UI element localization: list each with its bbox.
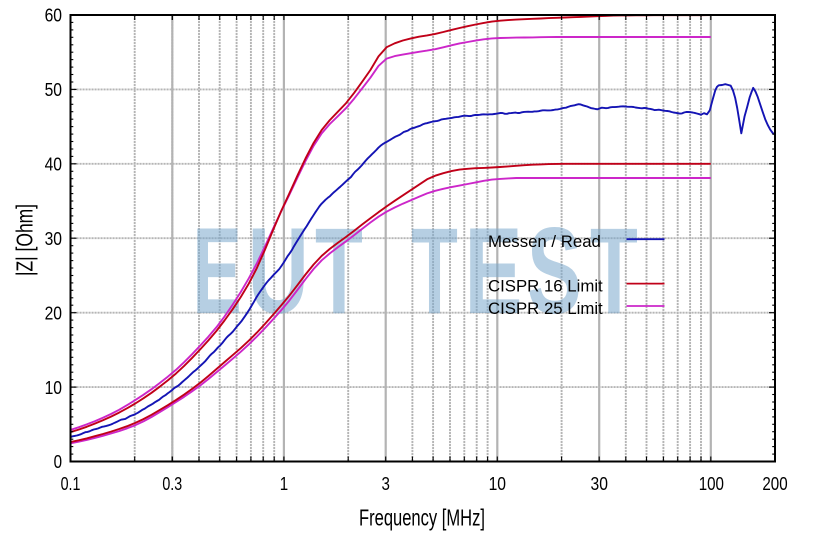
- svg-text:Frequency [MHz]: Frequency [MHz]: [359, 505, 485, 531]
- svg-text:Messen / Read: Messen / Read: [488, 232, 601, 251]
- svg-text:T: T: [315, 202, 363, 339]
- svg-text:40: 40: [45, 154, 62, 175]
- svg-text:1: 1: [280, 473, 288, 494]
- svg-text:3: 3: [382, 473, 390, 494]
- svg-text:10: 10: [489, 473, 506, 494]
- svg-text:200: 200: [762, 473, 787, 494]
- svg-text:0.1: 0.1: [61, 473, 81, 494]
- svg-text:20: 20: [45, 302, 62, 323]
- svg-text:E: E: [192, 203, 241, 340]
- svg-text:50: 50: [45, 79, 62, 100]
- svg-text:|Z| [Ohm]: |Z| [Ohm]: [12, 204, 38, 276]
- svg-text:U: U: [248, 204, 309, 340]
- svg-text:100: 100: [699, 473, 724, 494]
- svg-text:S: S: [527, 204, 582, 340]
- svg-text:CISPR 16 Limit: CISPR 16 Limit: [488, 276, 603, 295]
- svg-text:30: 30: [591, 473, 608, 494]
- svg-text:CISPR 25 Limit: CISPR 25 Limit: [488, 299, 603, 318]
- svg-text:0.3: 0.3: [162, 473, 182, 494]
- svg-text:T: T: [590, 202, 638, 339]
- svg-text:0: 0: [54, 451, 62, 472]
- svg-text:60: 60: [45, 5, 62, 26]
- svg-text:30: 30: [45, 228, 62, 249]
- svg-text:E: E: [464, 202, 522, 339]
- svg-text:T: T: [411, 203, 458, 340]
- svg-text:10: 10: [45, 377, 62, 398]
